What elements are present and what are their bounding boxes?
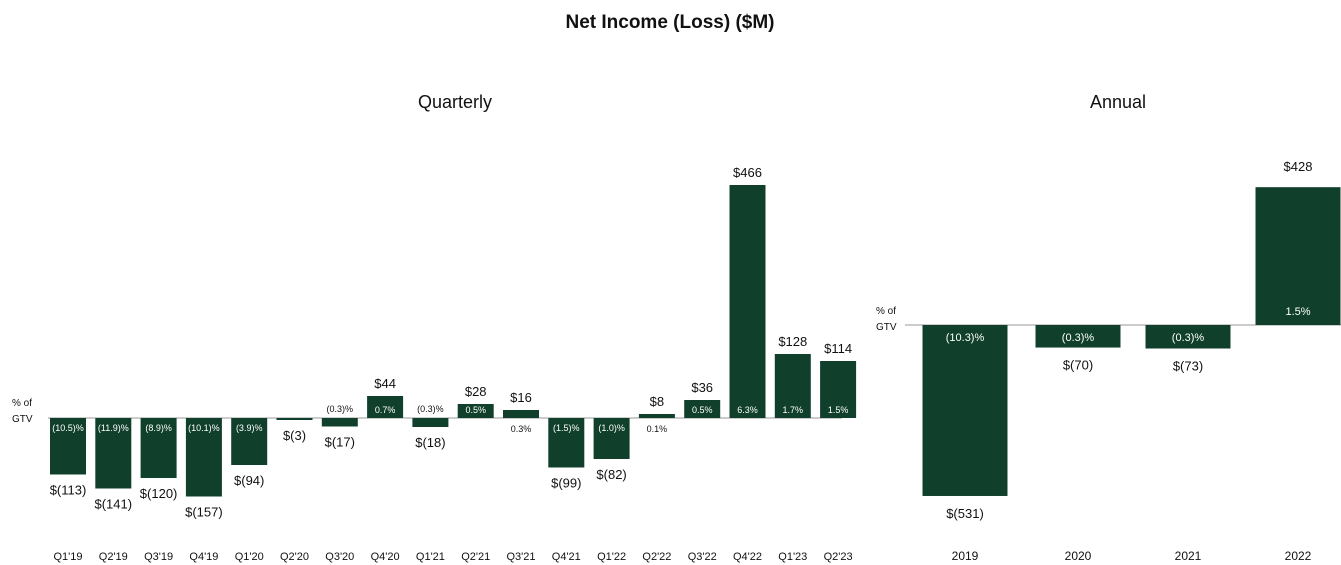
quarterly-bar — [276, 418, 313, 420]
annual-bar — [1145, 325, 1231, 349]
quarterly-pct-label: 6.3% — [737, 405, 758, 415]
annual-title: Annual — [1090, 92, 1146, 112]
quarterly-tick-label: Q1'21 — [416, 551, 445, 563]
quarterly-tick-label: Q2'20 — [280, 551, 309, 563]
quarterly-bar — [185, 418, 222, 497]
quarterly-pct-label: (0.3)% — [327, 404, 354, 414]
quarterly-tick-label: Q1'22 — [597, 551, 626, 563]
quarterly-tick-label: Q1'23 — [778, 551, 807, 563]
quarterly-tick-label: Q1'20 — [235, 551, 264, 563]
quarterly-pct-label: (3.9)% — [236, 423, 263, 433]
quarterly-value-label: $(141) — [95, 497, 133, 512]
annual-value-label: $(531) — [946, 506, 984, 521]
quarterly-pct-label: (10.1)% — [188, 423, 220, 433]
quarterly-tick-label: Q3'20 — [325, 551, 354, 563]
quarterly-pct-label: 1.5% — [828, 405, 849, 415]
annual-bar — [922, 325, 1008, 496]
quarterly-value-label: $(18) — [415, 435, 445, 450]
quarterly-value-label: $(17) — [325, 435, 355, 450]
quarterly-bar — [548, 418, 585, 468]
annual-tick-label: 2019 — [952, 549, 979, 563]
quarterly-pct-label: (11.9)% — [98, 423, 129, 433]
annual-tick-label: 2020 — [1065, 549, 1092, 563]
quarterly-bar — [50, 418, 86, 475]
quarterly-pct-label: (8.9)% — [145, 423, 172, 433]
annual-bar — [1255, 187, 1341, 325]
quarterly-tick-label: Q2'21 — [461, 551, 490, 563]
quarterly-value-label: $128 — [778, 334, 807, 349]
quarterly-bar — [412, 418, 449, 427]
annual-value-label: $(70) — [1063, 358, 1093, 373]
quarterly-value-label: $36 — [691, 380, 713, 395]
quarterly-value-label: $(94) — [234, 473, 264, 488]
quarterly-tick-label: Q4'20 — [371, 551, 400, 563]
quarterly-bar — [684, 400, 721, 418]
quarterly-pct-label: (0.3)% — [417, 404, 444, 414]
quarterly-bar — [457, 404, 494, 418]
quarterly-tick-label: Q2'19 — [99, 551, 128, 563]
annual-tick-label: 2021 — [1175, 549, 1202, 563]
quarterly-bar — [503, 410, 539, 418]
quarterly-tick-label: Q1'19 — [53, 551, 82, 563]
quarterly-tick-label: Q4'19 — [189, 551, 218, 563]
quarterly-tick-label: Q2'22 — [642, 551, 671, 563]
quarterly-value-label: $44 — [374, 376, 396, 391]
quarterly-bar — [729, 185, 766, 418]
annual-pct-label: (10.3)% — [946, 332, 985, 344]
quarterly-tick-label: Q3'19 — [144, 551, 173, 563]
annual-pct-label: (0.3)% — [1172, 332, 1205, 344]
annual-tick-label: 2022 — [1285, 549, 1312, 563]
quarterly-pct-label: 0.7% — [375, 405, 396, 415]
quarterly-bar — [820, 361, 857, 418]
quarterly-value-label: $(99) — [551, 476, 581, 491]
quarterly-value-label: $8 — [650, 394, 664, 409]
annual-value-label: $428 — [1284, 159, 1313, 174]
quarterly-tick-label: Q2'23 — [824, 551, 853, 563]
quarterly-tick-label: Q3'22 — [688, 551, 717, 563]
quarterly-title: Quarterly — [418, 92, 492, 112]
quarterly-chart: Quarterly % of GTV $(113) (10.5)% Q1'19 $(1… — [12, 92, 857, 563]
quarterly-value-label: $(82) — [596, 467, 626, 482]
quarterly-pct-label: (10.5)% — [52, 423, 84, 433]
annual-chart: Annual % of GTV $(531) (10.3)% 2019 $(70) (0… — [876, 92, 1341, 563]
page-title: Net Income (Loss) ($M) — [565, 12, 774, 33]
quarterly-value-label: $114 — [824, 341, 852, 356]
quarterly-pct-label: (1.5)% — [553, 423, 580, 433]
quarterly-value-label: $(113) — [50, 483, 87, 498]
quarterly-bar — [231, 418, 268, 465]
quarterly-value-label: $28 — [465, 384, 487, 399]
quarterly-value-label: $16 — [510, 390, 532, 405]
quarterly-pct-label: 0.3% — [511, 424, 532, 434]
quarterly-bar — [95, 418, 132, 489]
quarterly-pct-label: 1.7% — [783, 405, 804, 415]
quarterly-tick-label: Q4'21 — [552, 551, 581, 563]
annual-pct-label: (0.3)% — [1062, 332, 1095, 344]
quarterly-gtv-label-1: % of — [12, 398, 32, 409]
quarterly-bar — [367, 396, 404, 418]
quarterly-bar — [774, 354, 811, 418]
quarterly-value-label: $(157) — [185, 505, 223, 520]
quarterly-pct-label: 0.5% — [692, 405, 713, 415]
quarterly-tick-label: Q3'21 — [506, 551, 535, 563]
quarterly-bar — [140, 418, 177, 478]
annual-pct-label: 1.5% — [1285, 306, 1310, 318]
quarterly-gtv-label-2: GTV — [12, 414, 33, 425]
quarterly-pct-label: (1.0)% — [598, 423, 625, 433]
quarterly-tick-label: Q4'22 — [733, 551, 762, 563]
annual-value-label: $(73) — [1173, 359, 1203, 374]
quarterly-bar — [321, 418, 358, 427]
annual-gtv-label-1: % of — [876, 306, 896, 317]
quarterly-pct-label: 0.5% — [465, 405, 486, 415]
quarterly-value-label: $466 — [733, 165, 762, 180]
quarterly-value-label: $(3) — [283, 428, 306, 443]
quarterly-bar — [593, 418, 630, 459]
quarterly-bar — [638, 414, 675, 418]
quarterly-value-label: $(120) — [140, 486, 178, 501]
annual-gtv-label-2: GTV — [876, 322, 897, 333]
annual-bar — [1035, 325, 1121, 348]
quarterly-pct-label: 0.1% — [647, 424, 668, 434]
